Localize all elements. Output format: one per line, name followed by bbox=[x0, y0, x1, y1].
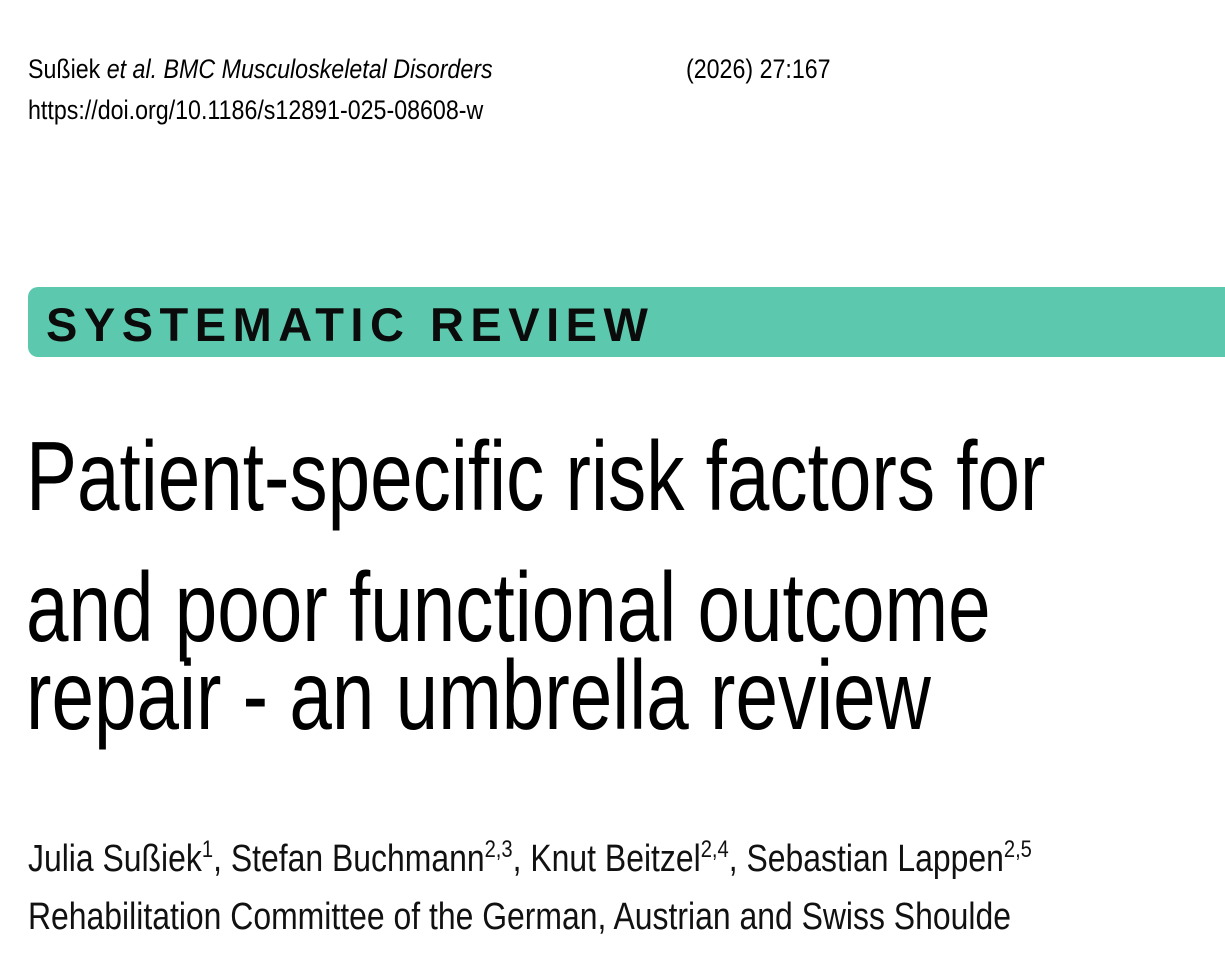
title-line-3: repair - an umbrella review bbox=[26, 640, 931, 750]
author-group: Rehabilitation Committee of the German, … bbox=[28, 896, 1011, 938]
volume-info: (2026) 27:167 bbox=[686, 54, 831, 84]
citation-etal: et al. bbox=[106, 54, 158, 84]
citation-author: Sußiek bbox=[28, 54, 101, 84]
author[interactable]: Sebastian Lappen bbox=[746, 838, 1004, 880]
article-type: SYSTEMATIC REVIEW bbox=[46, 298, 655, 351]
author[interactable]: Julia Sußiek bbox=[28, 838, 202, 880]
affiliation: 1 bbox=[201, 836, 214, 863]
affiliation: 2,5 bbox=[1003, 836, 1032, 863]
author[interactable]: Stefan Buchmann bbox=[230, 838, 485, 880]
author-list: Julia Sußiek1, Stefan Buchmann2,3, Knut … bbox=[28, 836, 1032, 881]
citation: Sußiek et al. BMC Musculoskeletal Disord… bbox=[28, 54, 493, 85]
journal-name: BMC Musculoskeletal Disorders bbox=[163, 54, 493, 84]
title-line-2: and poor functional outcome bbox=[26, 552, 991, 662]
affiliation: 2,4 bbox=[700, 836, 729, 863]
title-line-1: Patient-specific risk factors for bbox=[26, 421, 1046, 531]
doi-link[interactable]: https://doi.org/10.1186/s12891-025-08608… bbox=[28, 95, 484, 125]
author[interactable]: Knut Beitzel bbox=[530, 838, 701, 880]
article-type-banner: SYSTEMATIC REVIEW bbox=[28, 287, 1225, 357]
affiliation: 2,3 bbox=[484, 836, 513, 863]
